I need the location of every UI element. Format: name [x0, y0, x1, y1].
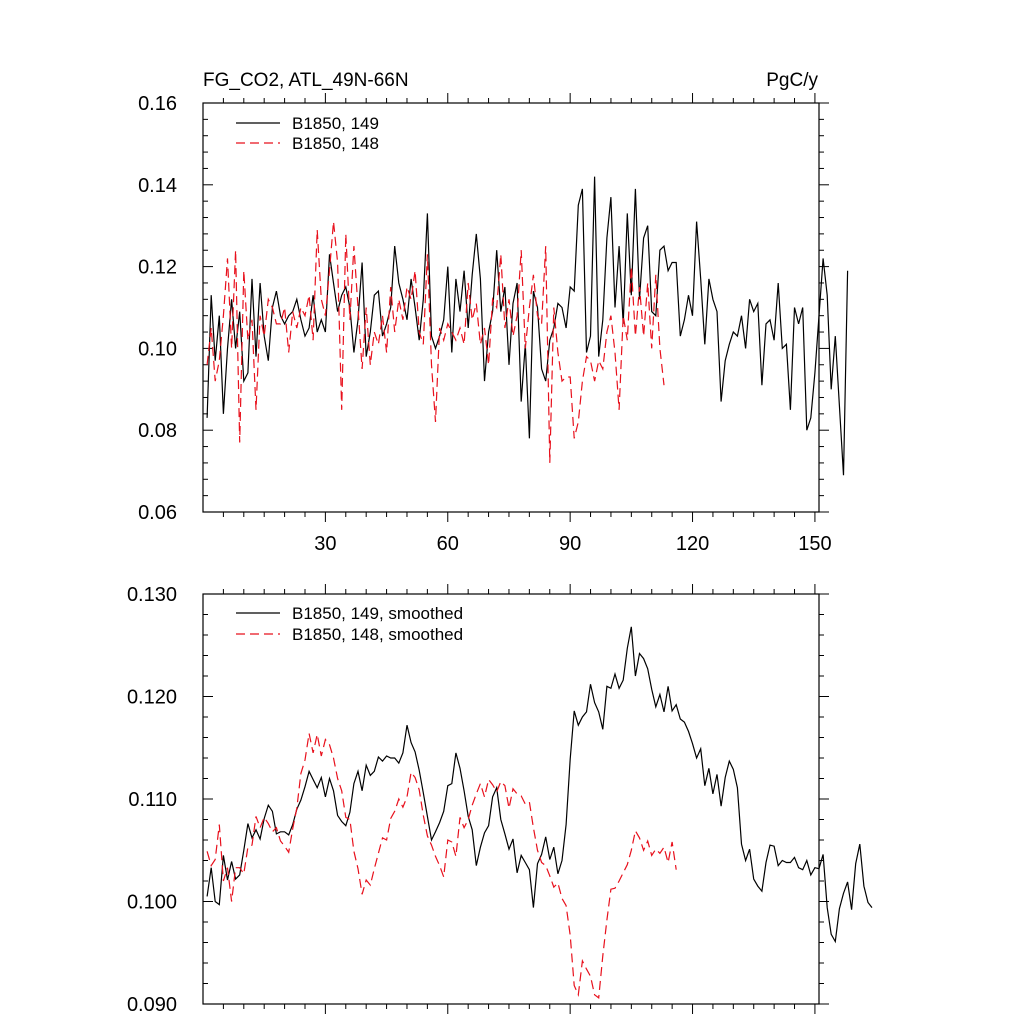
bottom-y-tick-label: 0.120 [127, 687, 177, 709]
top-series-line-148 [206, 221, 665, 463]
bottom-y-tick-label: 0.130 [127, 584, 177, 606]
legend-label-148-smoothed: B1850, 148, smoothed [292, 625, 463, 644]
legend-label-149: B1850, 149 [292, 114, 379, 133]
bottom-y-tick-label: 0.090 [127, 994, 177, 1016]
top-y-tick-label: 0.16 [138, 93, 177, 115]
top-y-tick-label: 0.10 [138, 338, 177, 360]
top-y-tick-label: 0.12 [138, 257, 177, 279]
top-y-tick-label: 0.08 [138, 420, 177, 442]
top-series-line-149 [206, 176, 849, 476]
legend-label-149-smoothed: B1850, 149, smoothed [292, 604, 463, 623]
chart-units-label: PgC/y [766, 70, 818, 91]
top-legend: B1850, 149 B1850, 148 [236, 114, 379, 153]
chart-title-left: FG_CO2, ATL_49N-66N [203, 70, 409, 91]
top-y-tick-label: 0.06 [138, 502, 177, 524]
bottom-panel: 0.090 0.100 0.110 0.120 0.130 B1850, 149, sm… [127, 584, 873, 1016]
top-panel-plot-area: 30 60 90 120 150 0.06 0.08 0.10 0.12 0.14 0.16 [138, 93, 849, 555]
top-x-tick-label: 120 [676, 533, 709, 555]
legend-label-148: B1850, 148 [292, 134, 379, 153]
top-x-tick-label: 150 [798, 533, 831, 555]
bottom-series-line-149 [206, 626, 873, 944]
top-x-tick-label: 60 [437, 533, 459, 555]
bottom-y-tick-label: 0.100 [127, 892, 177, 914]
top-x-tick-label: 90 [559, 533, 581, 555]
bottom-y-tick-label: 0.110 [128, 789, 177, 811]
bottom-panel-plot-area: 0.090 0.100 0.110 0.120 0.130 [127, 584, 873, 1016]
top-x-tick-label: 30 [314, 533, 336, 555]
top-y-tick-label: 0.14 [138, 175, 177, 197]
bottom-legend: B1850, 149, smoothed B1850, 148, smoothe… [236, 604, 463, 644]
top-panel: 30 60 90 120 150 0.06 0.08 0.10 0.12 0.14 0.16 FG_… [138, 70, 849, 555]
bottom-series-line-148 [206, 733, 677, 1000]
